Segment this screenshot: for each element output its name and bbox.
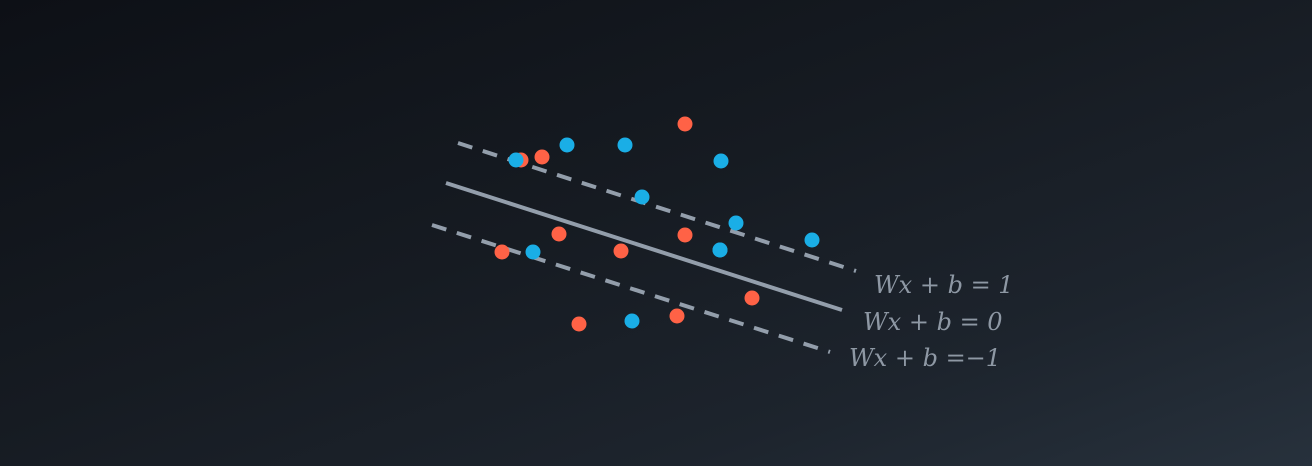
class-b-point <box>713 153 729 169</box>
class-b-point <box>728 215 744 231</box>
lower-margin-label: Wx + b =−1 <box>849 344 1001 372</box>
class-a-point <box>571 316 587 332</box>
lower-margin-line <box>431 223 831 354</box>
class-a-point <box>613 243 629 259</box>
class-b-point <box>617 137 633 153</box>
class-a-point <box>744 290 760 306</box>
class-b-point <box>624 313 640 329</box>
class-b-point <box>508 152 524 168</box>
class-a-point <box>677 227 693 243</box>
upper-margin-label: Wx + b = 1 <box>874 271 1014 299</box>
decision-boundary-label: Wx + b = 0 <box>863 308 1003 336</box>
class-b-point <box>634 189 650 205</box>
class-a-point <box>677 116 693 132</box>
class-b-point <box>525 244 541 260</box>
decision-boundary-line <box>445 181 843 312</box>
hyperplane-labels: Wx + b = 1 Wx + b = 0 Wx + b =−1 <box>849 271 1014 372</box>
class-a-point <box>551 226 567 242</box>
class-b-point <box>559 137 575 153</box>
data-points <box>494 116 820 332</box>
class-a-point <box>669 308 685 324</box>
hyperplane-lines <box>431 141 857 354</box>
class-b-point <box>712 242 728 258</box>
class-b-point <box>804 232 820 248</box>
upper-margin-line <box>457 141 857 273</box>
class-a-point <box>494 244 510 260</box>
class-a-point <box>534 149 550 165</box>
